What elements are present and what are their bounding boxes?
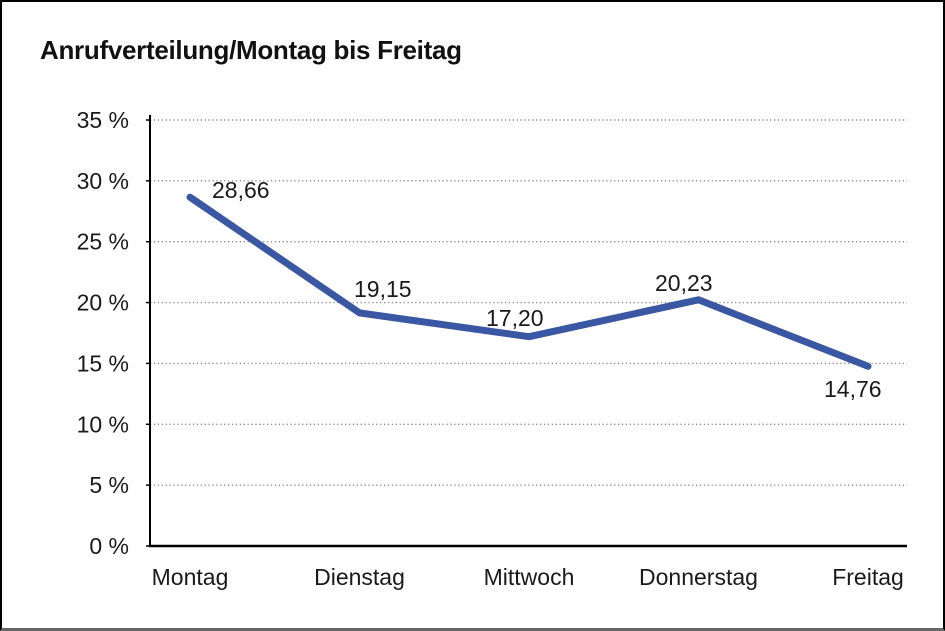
x-category-label: Mittwoch <box>484 564 575 590</box>
data-series-line <box>186 193 872 370</box>
y-tick-label: 10 % <box>77 411 129 437</box>
data-point-label: 19,15 <box>354 276 412 302</box>
y-tick-label: 35 % <box>77 107 129 133</box>
data-point-label: 28,66 <box>212 177 270 203</box>
x-category-label: Dienstag <box>314 564 405 590</box>
y-tick-label: 0 % <box>89 533 129 559</box>
y-tick-label: 20 % <box>77 290 129 316</box>
y-tick-label: 5 % <box>89 472 129 498</box>
y-tick-label: 30 % <box>77 168 129 194</box>
y-tick-label: 25 % <box>77 229 129 255</box>
x-category-label: Montag <box>152 564 229 590</box>
x-category-label: Donnerstag <box>639 564 758 590</box>
x-category-label: Freitag <box>832 564 904 590</box>
chart-title: Anrufverteilung/Montag bis Freitag <box>40 35 462 65</box>
data-point-label: 14,76 <box>824 376 882 402</box>
y-tick-label: 15 % <box>77 350 129 376</box>
data-point-label: 17,20 <box>486 305 544 331</box>
data-point-label: 20,23 <box>655 270 713 296</box>
